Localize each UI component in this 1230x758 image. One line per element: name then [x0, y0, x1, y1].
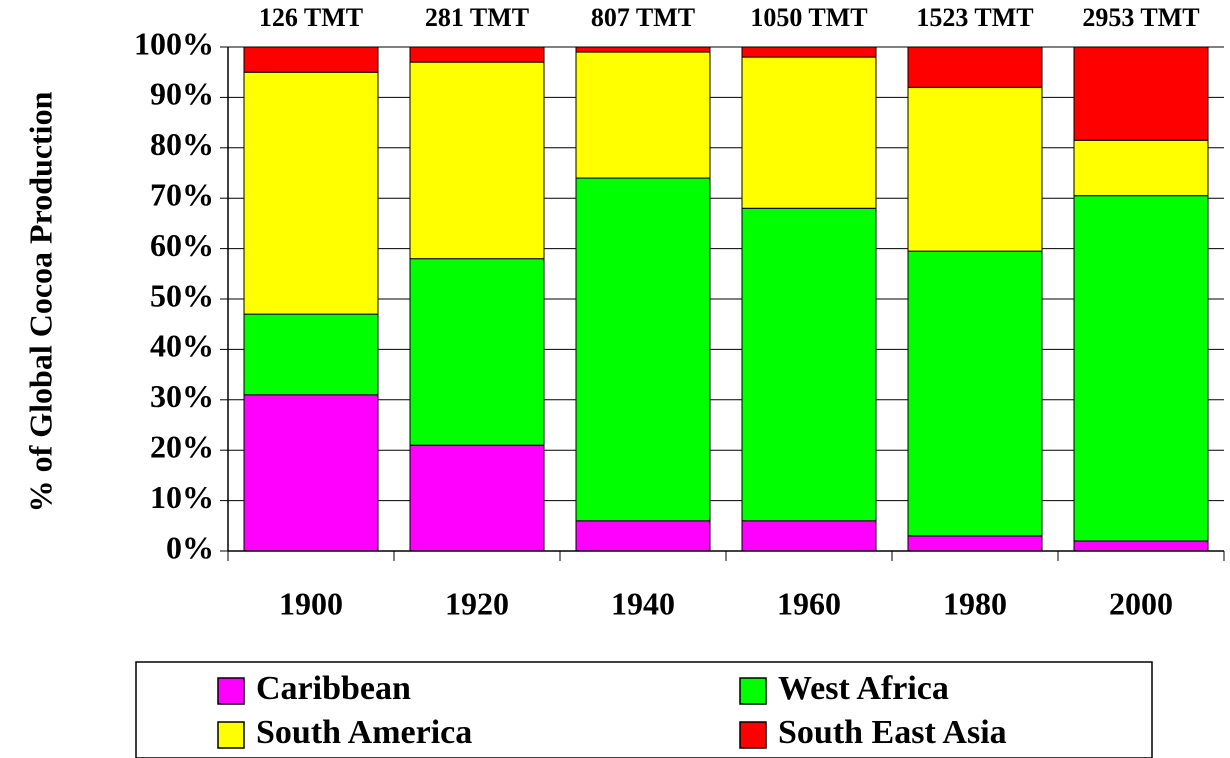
bar-segment-south-america: [575, 51, 711, 179]
bar-segment-west-africa: [409, 258, 545, 446]
bar-segment-south-east-asia: [409, 46, 545, 63]
legend-label: Caribbean: [256, 670, 411, 707]
legend-swatch: [739, 721, 767, 749]
bar-segment-west-africa: [741, 207, 877, 522]
labels: 0% 10% 20% 30% 40% 50% 60% 70% 80% 90% 100% 126 TMT…: [134, 3, 1200, 621]
total-label: 807 TMT: [591, 3, 695, 32]
axes: [220, 46, 1225, 561]
bar-segment-south-east-asia: [1073, 46, 1209, 141]
bar-segment-caribbean: [1073, 540, 1209, 552]
y-tick-label: 60%: [150, 227, 214, 263]
bar-segment-south-east-asia: [907, 46, 1043, 88]
y-tick-label: 50%: [150, 277, 214, 313]
gridlines: [228, 46, 1224, 502]
bar-segment-west-africa: [1073, 195, 1209, 542]
bar-segment-south-america: [1073, 139, 1209, 197]
bar-segment-south-america: [907, 86, 1043, 252]
y-tick-label: 70%: [150, 177, 214, 213]
x-tick-label: 2000: [1109, 585, 1173, 621]
total-label: 1050 TMT: [750, 3, 867, 32]
bar-segment-caribbean: [409, 444, 545, 552]
legend-label: South America: [256, 714, 472, 751]
y-tick-label: 40%: [150, 328, 214, 364]
y-tick-label: 20%: [150, 429, 214, 465]
x-tick-label: 1960: [777, 585, 841, 621]
y-tick-label: 100%: [134, 25, 214, 61]
bar-segment-south-america: [741, 56, 877, 209]
bar-segment-caribbean: [243, 394, 379, 552]
legend-swatch: [217, 721, 245, 749]
total-label: 126 TMT: [259, 3, 363, 32]
legend-box: [135, 661, 1153, 758]
x-tick-label: 1980: [943, 585, 1007, 621]
total-label: 2953 TMT: [1082, 3, 1199, 32]
total-label: 281 TMT: [425, 3, 529, 32]
y-tick-label: 0%: [166, 529, 214, 565]
bar-segment-south-east-asia: [741, 46, 877, 58]
bar-segment-west-africa: [575, 177, 711, 522]
bar-segment-caribbean: [741, 520, 877, 552]
x-tick-label: 1940: [611, 585, 675, 621]
legend-swatch: [739, 677, 767, 705]
bar-segment-south-america: [409, 61, 545, 260]
bar-segment-south-america: [243, 71, 379, 315]
bar-segment-west-africa: [907, 250, 1043, 537]
legend-label: West Africa: [778, 670, 949, 707]
bars: [243, 46, 1209, 552]
y-tick-label: 90%: [150, 76, 214, 112]
y-tick-label: 80%: [150, 126, 214, 162]
legend-label: South East Asia: [778, 714, 1007, 751]
legend: Caribbean West Africa South America South E…: [135, 661, 1153, 758]
bar-segment-caribbean: [575, 520, 711, 552]
bar-segment-south-east-asia: [243, 46, 379, 73]
y-tick-label: 30%: [150, 378, 214, 414]
bar-segment-caribbean: [907, 535, 1043, 552]
total-label: 1523 TMT: [916, 3, 1033, 32]
legend-swatch: [217, 677, 245, 705]
y-axis-title: % of Global Cocoa Production: [22, 91, 58, 512]
y-tick-label: 10%: [150, 479, 214, 515]
bar-segment-west-africa: [243, 313, 379, 396]
x-tick-label: 1900: [279, 585, 343, 621]
x-tick-label: 1920: [445, 585, 509, 621]
bar-segment-south-east-asia: [575, 46, 711, 53]
